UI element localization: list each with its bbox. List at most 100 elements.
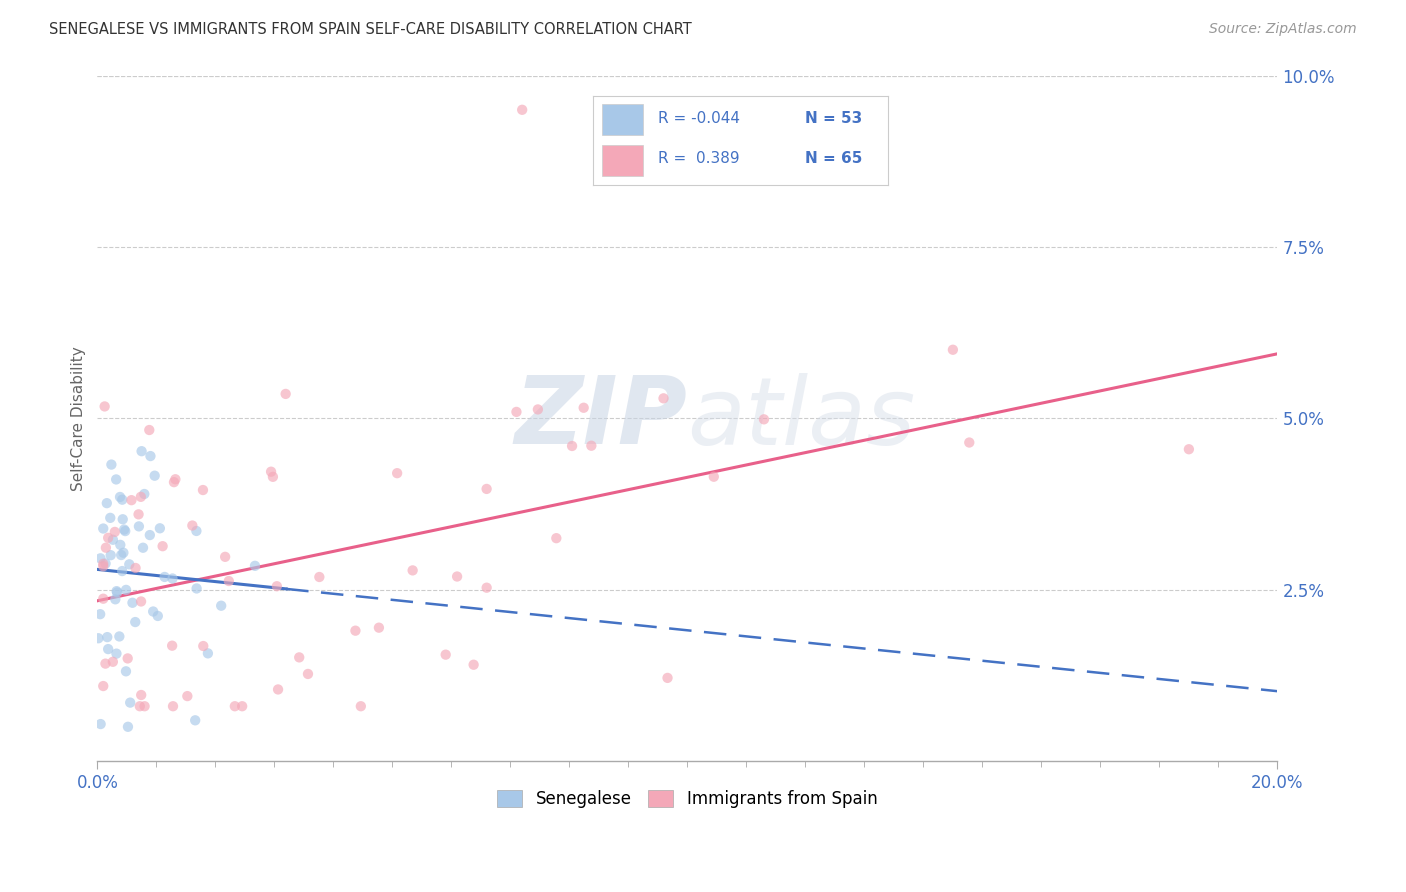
Point	[288, 650, 311, 665]
Point	[146, 609, 169, 624]
Point	[139, 449, 162, 463]
Point	[193, 639, 215, 653]
Point	[111, 492, 134, 507]
Point	[108, 490, 131, 504]
Point	[527, 402, 550, 417]
Point	[214, 549, 236, 564]
Point	[153, 570, 176, 584]
Point	[110, 548, 132, 562]
Point	[94, 557, 117, 571]
Point	[446, 569, 468, 583]
Point	[128, 699, 150, 714]
Point	[97, 642, 120, 657]
Point	[112, 523, 135, 537]
Point	[124, 561, 146, 575]
Point	[131, 444, 153, 458]
Point	[957, 435, 980, 450]
Point	[91, 559, 114, 574]
Point	[703, 469, 725, 483]
Point	[581, 439, 603, 453]
Point	[124, 615, 146, 629]
Point	[162, 572, 184, 586]
Point	[475, 482, 498, 496]
Point	[91, 679, 114, 693]
Point	[138, 423, 160, 437]
Point	[129, 594, 152, 608]
Point	[115, 582, 138, 597]
Text: atlas: atlas	[688, 373, 915, 464]
Point	[262, 470, 284, 484]
Point	[152, 539, 174, 553]
Point	[139, 528, 162, 542]
Text: Source: ZipAtlas.com: Source: ZipAtlas.com	[1209, 22, 1357, 37]
Point	[94, 657, 117, 671]
Point	[128, 508, 150, 522]
Point	[308, 570, 330, 584]
Point	[105, 585, 128, 599]
Point	[209, 599, 232, 613]
Point	[942, 343, 965, 357]
Point	[1178, 442, 1201, 457]
Point	[224, 699, 246, 714]
Point	[132, 541, 155, 555]
Point	[105, 584, 128, 599]
Point	[143, 468, 166, 483]
Point	[149, 521, 172, 535]
Point	[129, 688, 152, 702]
Point	[121, 596, 143, 610]
Point	[111, 512, 134, 526]
Point	[176, 689, 198, 703]
Point	[100, 458, 122, 472]
Point	[120, 696, 142, 710]
Point	[118, 558, 141, 572]
Point	[89, 551, 111, 566]
Point	[657, 671, 679, 685]
Text: ZIP: ZIP	[515, 372, 688, 465]
Point	[115, 665, 138, 679]
Point	[101, 533, 124, 547]
Point	[121, 493, 143, 508]
Point	[267, 682, 290, 697]
Point	[104, 592, 127, 607]
Point	[463, 657, 485, 672]
Point	[105, 472, 128, 486]
Point	[91, 557, 114, 571]
Point	[162, 699, 184, 714]
Point	[98, 511, 121, 525]
Point	[367, 621, 389, 635]
Point	[160, 639, 183, 653]
Point	[186, 524, 208, 538]
Point	[117, 651, 139, 665]
Point	[572, 401, 595, 415]
Point	[546, 531, 568, 545]
Point	[96, 630, 118, 644]
Point	[510, 103, 533, 117]
Point	[218, 574, 240, 588]
Point	[117, 720, 139, 734]
Point	[260, 465, 283, 479]
Point	[561, 439, 583, 453]
Point	[197, 646, 219, 660]
Point	[181, 518, 204, 533]
Point	[142, 605, 165, 619]
Point	[350, 699, 373, 714]
Point	[91, 522, 114, 536]
Point	[111, 564, 134, 578]
Text: SENEGALESE VS IMMIGRANTS FROM SPAIN SELF-CARE DISABILITY CORRELATION CHART: SENEGALESE VS IMMIGRANTS FROM SPAIN SELF…	[49, 22, 692, 37]
Point	[134, 487, 156, 501]
Point	[184, 714, 207, 728]
Point	[191, 483, 214, 497]
Point	[231, 699, 253, 714]
Point	[401, 563, 423, 577]
Point	[112, 546, 135, 560]
Point	[104, 524, 127, 539]
Point	[97, 531, 120, 545]
Point	[243, 558, 266, 573]
Point	[505, 405, 527, 419]
Point	[163, 475, 186, 490]
Point	[434, 648, 457, 662]
Point	[101, 655, 124, 669]
Point	[385, 466, 408, 480]
Point	[108, 630, 131, 644]
Point	[110, 538, 132, 552]
